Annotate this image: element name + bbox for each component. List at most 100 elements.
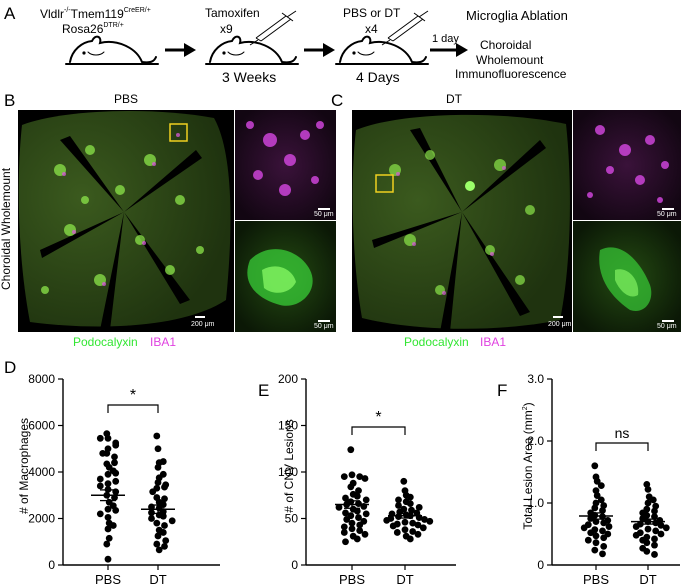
scale-label-50: 50 μm (657, 211, 677, 218)
chart-d-data-point (159, 470, 167, 478)
chart-f-data-point (593, 477, 601, 485)
chart-f-data-point (643, 547, 651, 555)
chart-e-ytick-label: 200 (278, 372, 298, 386)
panel-letter-a: A (4, 4, 16, 23)
chart-f-ytick-label: 3.0 (527, 372, 544, 386)
chart-e-data-point (401, 526, 409, 534)
outcome-title: Microglia Ablation (466, 8, 568, 23)
chart-e-data-point (401, 518, 409, 526)
legend-iba1-b: IBA1 (150, 335, 176, 349)
chart-f-data-point (599, 507, 606, 514)
chart-d-data-point (159, 458, 167, 465)
chart-e-ytick-label: 100 (278, 465, 298, 479)
panel-b-overview-image (18, 110, 234, 332)
chart-f-data-point (662, 524, 670, 532)
chart-d-data-point (109, 522, 117, 529)
chart-d-data-point (105, 534, 113, 542)
chart-f-ytick-label: 1.0 (527, 496, 544, 510)
chart-d-ytick-label: 8000 (28, 372, 55, 386)
panel-letter-b: B (4, 91, 15, 110)
chart-d-ytick-label: 6000 (28, 419, 55, 433)
chart-d-data-point (112, 506, 120, 514)
genotype-line-2: Rosa26DTR/+ (62, 22, 124, 36)
chart-e-data-point (347, 483, 355, 491)
chart-d-data-point (104, 505, 112, 513)
chart-e-data-point (389, 522, 397, 530)
chart-e-data-point (356, 473, 364, 481)
panel-b-podocalyxin-inset (235, 221, 336, 332)
chart-d-data-point (104, 525, 112, 533)
chart-e-data-point (353, 507, 361, 515)
genotype-sup-2: CreER/+ (124, 7, 151, 14)
chart-f-data-point (657, 530, 665, 538)
chart-f-data-point (599, 550, 606, 558)
chart-d-data-point (99, 450, 107, 457)
chart-e-data-point (426, 517, 434, 525)
chart-f-data-point (584, 536, 592, 544)
chart-e-data-point (421, 516, 428, 523)
chart-e-data-point (356, 527, 364, 534)
chart-e-data-point (348, 525, 356, 533)
chart-e-data-point (355, 487, 362, 494)
chart-e-ytick-label: 150 (278, 419, 298, 433)
chart-f-data-point (651, 535, 658, 543)
chart-d-data-point (155, 546, 163, 554)
chart-f-data-point (580, 524, 588, 532)
chart-e-data-point (362, 510, 370, 518)
chart-e-data-point (343, 516, 351, 523)
chart-e-data-point (361, 475, 369, 482)
chart-e-data-point (414, 530, 422, 538)
chart-e-data-point (340, 529, 348, 536)
chart-e-data-point (395, 513, 402, 521)
chart-f-xtick-label: DT (639, 572, 656, 587)
syringe-icon (249, 10, 297, 46)
chart-d-ylabel: # of Macrophages (17, 418, 31, 514)
panel-letter-d: D (4, 358, 16, 377)
chart-d-data-point (159, 512, 167, 520)
chart-e-data-point (400, 477, 408, 485)
scale-label-50: 50 μm (314, 211, 334, 218)
chart-f-data-point (632, 523, 640, 530)
chart-d-data-point (161, 543, 168, 550)
chart-d-data-point (148, 509, 155, 517)
panel-c-podocalyxin-inset (573, 221, 681, 332)
chart-f-data-point (605, 523, 613, 530)
chart-f-data-point (600, 543, 608, 550)
chart-d-data-point (96, 510, 104, 518)
chart-e-data-point (342, 538, 349, 546)
chart-d-data-point (104, 555, 112, 563)
chart-f-data-point (591, 546, 599, 554)
step1-doses: x9 (220, 22, 233, 36)
outcome-line-1: Choroidal (480, 38, 531, 52)
scale-bar (195, 316, 205, 318)
scale-label-50: 50 μm (657, 323, 677, 330)
panel-letter-f: F (497, 381, 507, 400)
chart-e-data-point (408, 506, 415, 514)
scale-bar (662, 208, 674, 210)
mouse-eye-icon (352, 51, 356, 55)
chart-f-ytick-label: 2.0 (527, 434, 544, 448)
chart-d-xtick-label: PBS (95, 572, 121, 587)
chart-d-data-point (161, 495, 168, 503)
chart-f-ylabel: Total Lesion Area (mm2) (521, 402, 535, 529)
chart-e-data-point (348, 471, 356, 479)
chart-d-data-point (104, 434, 112, 442)
chart-e-ylabel: # of CNV Lesions (282, 419, 296, 512)
genotype-text-1: Vldlr (40, 7, 64, 21)
arrow-icon (304, 43, 335, 57)
legend-iba1-c: IBA1 (480, 335, 506, 349)
scale-bar (662, 320, 674, 322)
outcome-line-3: Immunofluorescence (455, 67, 567, 81)
chart-e-data-point (355, 514, 362, 521)
chart-f-data-point (592, 539, 600, 547)
chart-d-data-point (153, 519, 161, 527)
chart-f: 0 1.0 2.0 3.0 PBS DT ns (527, 372, 680, 587)
chart-f-data-point (592, 532, 600, 540)
chart-e-ytick-label: 50 (285, 512, 299, 526)
chart-e-data-point (353, 535, 361, 543)
chart-d-data-point (154, 445, 162, 453)
chart-d-data-point (111, 459, 118, 467)
chart-d-data-point (149, 488, 157, 496)
chart-e-data-point (409, 519, 417, 527)
